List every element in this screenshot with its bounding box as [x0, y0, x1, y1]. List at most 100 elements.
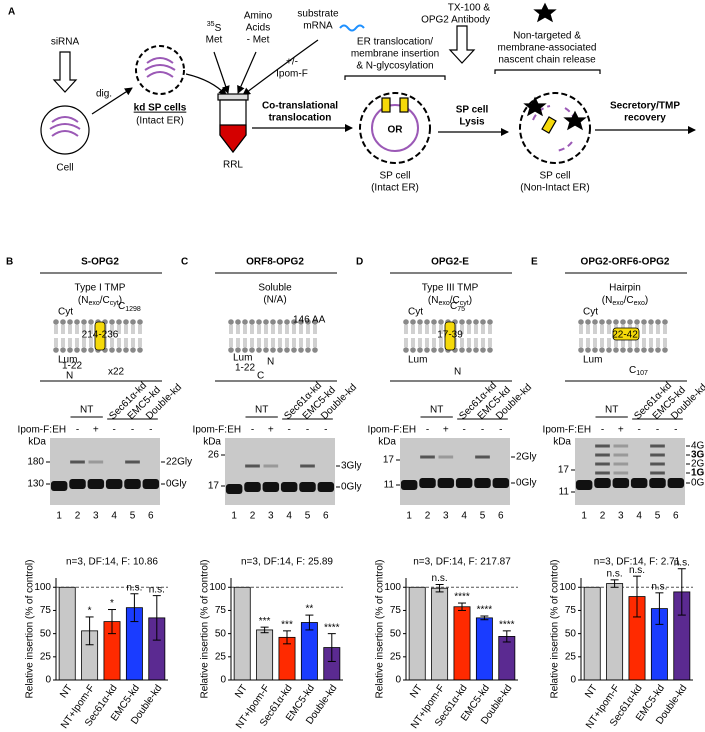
sp-cell-icon [519, 92, 591, 164]
hollow-arrow [448, 25, 476, 64]
lipid-tail [411, 325, 415, 347]
panel-letter: A [8, 7, 15, 18]
label: 4 [286, 511, 292, 522]
y-tick-label: 50 [215, 628, 227, 639]
diagram-label: Cyt [408, 307, 423, 318]
label: 17 [558, 465, 570, 476]
lipid-head [466, 319, 472, 325]
lipid-head [473, 319, 479, 325]
lipid-head [473, 347, 479, 353]
er-icon [49, 116, 81, 137]
bar [233, 586, 251, 681]
label: kDa [553, 437, 571, 448]
gel-band [667, 478, 685, 488]
lipid-head [88, 319, 94, 325]
lipid-head [648, 319, 654, 325]
lipid-tail [138, 325, 142, 347]
gel-band [50, 481, 68, 491]
gel-band [244, 482, 261, 492]
label: 5 [655, 511, 661, 522]
lipid-tail [229, 325, 233, 347]
gel-band [612, 478, 630, 488]
label: Cell [56, 163, 73, 174]
lipid-tail [264, 325, 268, 347]
label: 5 [480, 511, 486, 522]
y-tick-label: 100 [559, 582, 576, 593]
lipid-head [305, 319, 311, 325]
label: +/- [286, 57, 298, 68]
axis-title: Relative insertion (% of control) [25, 560, 36, 699]
label: 6 [323, 511, 329, 522]
lipid-head [592, 319, 598, 325]
arrow [185, 73, 227, 96]
lipid-head [291, 319, 297, 325]
lipid-head [116, 319, 122, 325]
lipid-head [613, 347, 619, 353]
label-part: S [215, 23, 222, 34]
gel-band [650, 453, 665, 457]
axis-title: Relative insertion (% of control) [375, 560, 386, 699]
gel-band [613, 462, 629, 466]
label: 3Gly [341, 461, 362, 472]
lipid-head [53, 319, 59, 325]
lipid-head [137, 319, 143, 325]
label: 26 [208, 450, 220, 461]
lipid-head [403, 319, 409, 325]
label-part: cyt [460, 300, 469, 307]
gel-band [125, 460, 140, 464]
panel-letter: B [6, 257, 13, 268]
gel-band [69, 479, 86, 489]
label: 5 [305, 511, 311, 522]
y-tick-label: 0 [45, 675, 51, 686]
label: 1 [231, 511, 237, 522]
label: 2 [250, 511, 256, 522]
label: Ipom-F [276, 69, 308, 80]
lipid-head [284, 347, 290, 353]
label: RRL [223, 160, 243, 171]
panel-a-graphics [40, 2, 696, 164]
lipid-tail [649, 325, 653, 347]
y-tick-label: 100 [34, 582, 51, 593]
label: Met [206, 35, 223, 46]
tm-icon [381, 97, 391, 113]
arrow [237, 51, 257, 94]
label: EH [52, 425, 66, 436]
label: TX-100 & [448, 3, 491, 14]
lipid-tail [292, 325, 296, 347]
label: membrane insertion [351, 49, 439, 60]
lipid-head [613, 319, 619, 325]
gel-band [650, 462, 665, 466]
label: Lysis [459, 117, 485, 128]
significance-label: n.s. [149, 584, 165, 595]
label: 3 [268, 511, 274, 522]
label: nascent chain release [498, 55, 596, 66]
label: NT [80, 405, 93, 416]
lipid-head [130, 319, 136, 325]
label-part: ) [645, 295, 648, 306]
label: 4 [461, 511, 467, 522]
lipid-tail [271, 325, 275, 347]
tube-lysate [219, 124, 247, 153]
gel-band [650, 444, 665, 448]
diagram-label: Lum [233, 353, 252, 364]
er-icon [371, 104, 419, 152]
label: 6 [148, 511, 154, 522]
gel-band [225, 484, 243, 494]
label: EH [402, 425, 416, 436]
label: 5 [130, 511, 136, 522]
lipid-head [431, 347, 437, 353]
lipid-head [606, 347, 612, 353]
label: kDa [28, 437, 46, 448]
axis-title: Relative insertion (% of control) [550, 560, 561, 699]
label: - Met [247, 35, 270, 46]
label: ER translocation/ [357, 37, 433, 48]
label: 11 [559, 487, 570, 498]
gel-band [595, 444, 610, 448]
diagram-label: C [257, 371, 264, 382]
x-tick-label: NT [58, 683, 75, 700]
lipid-head [634, 347, 640, 353]
lipid-tail [313, 325, 317, 347]
label: 0Gly [691, 478, 705, 489]
lipid-head [459, 347, 465, 353]
lipid-tail [299, 325, 303, 347]
